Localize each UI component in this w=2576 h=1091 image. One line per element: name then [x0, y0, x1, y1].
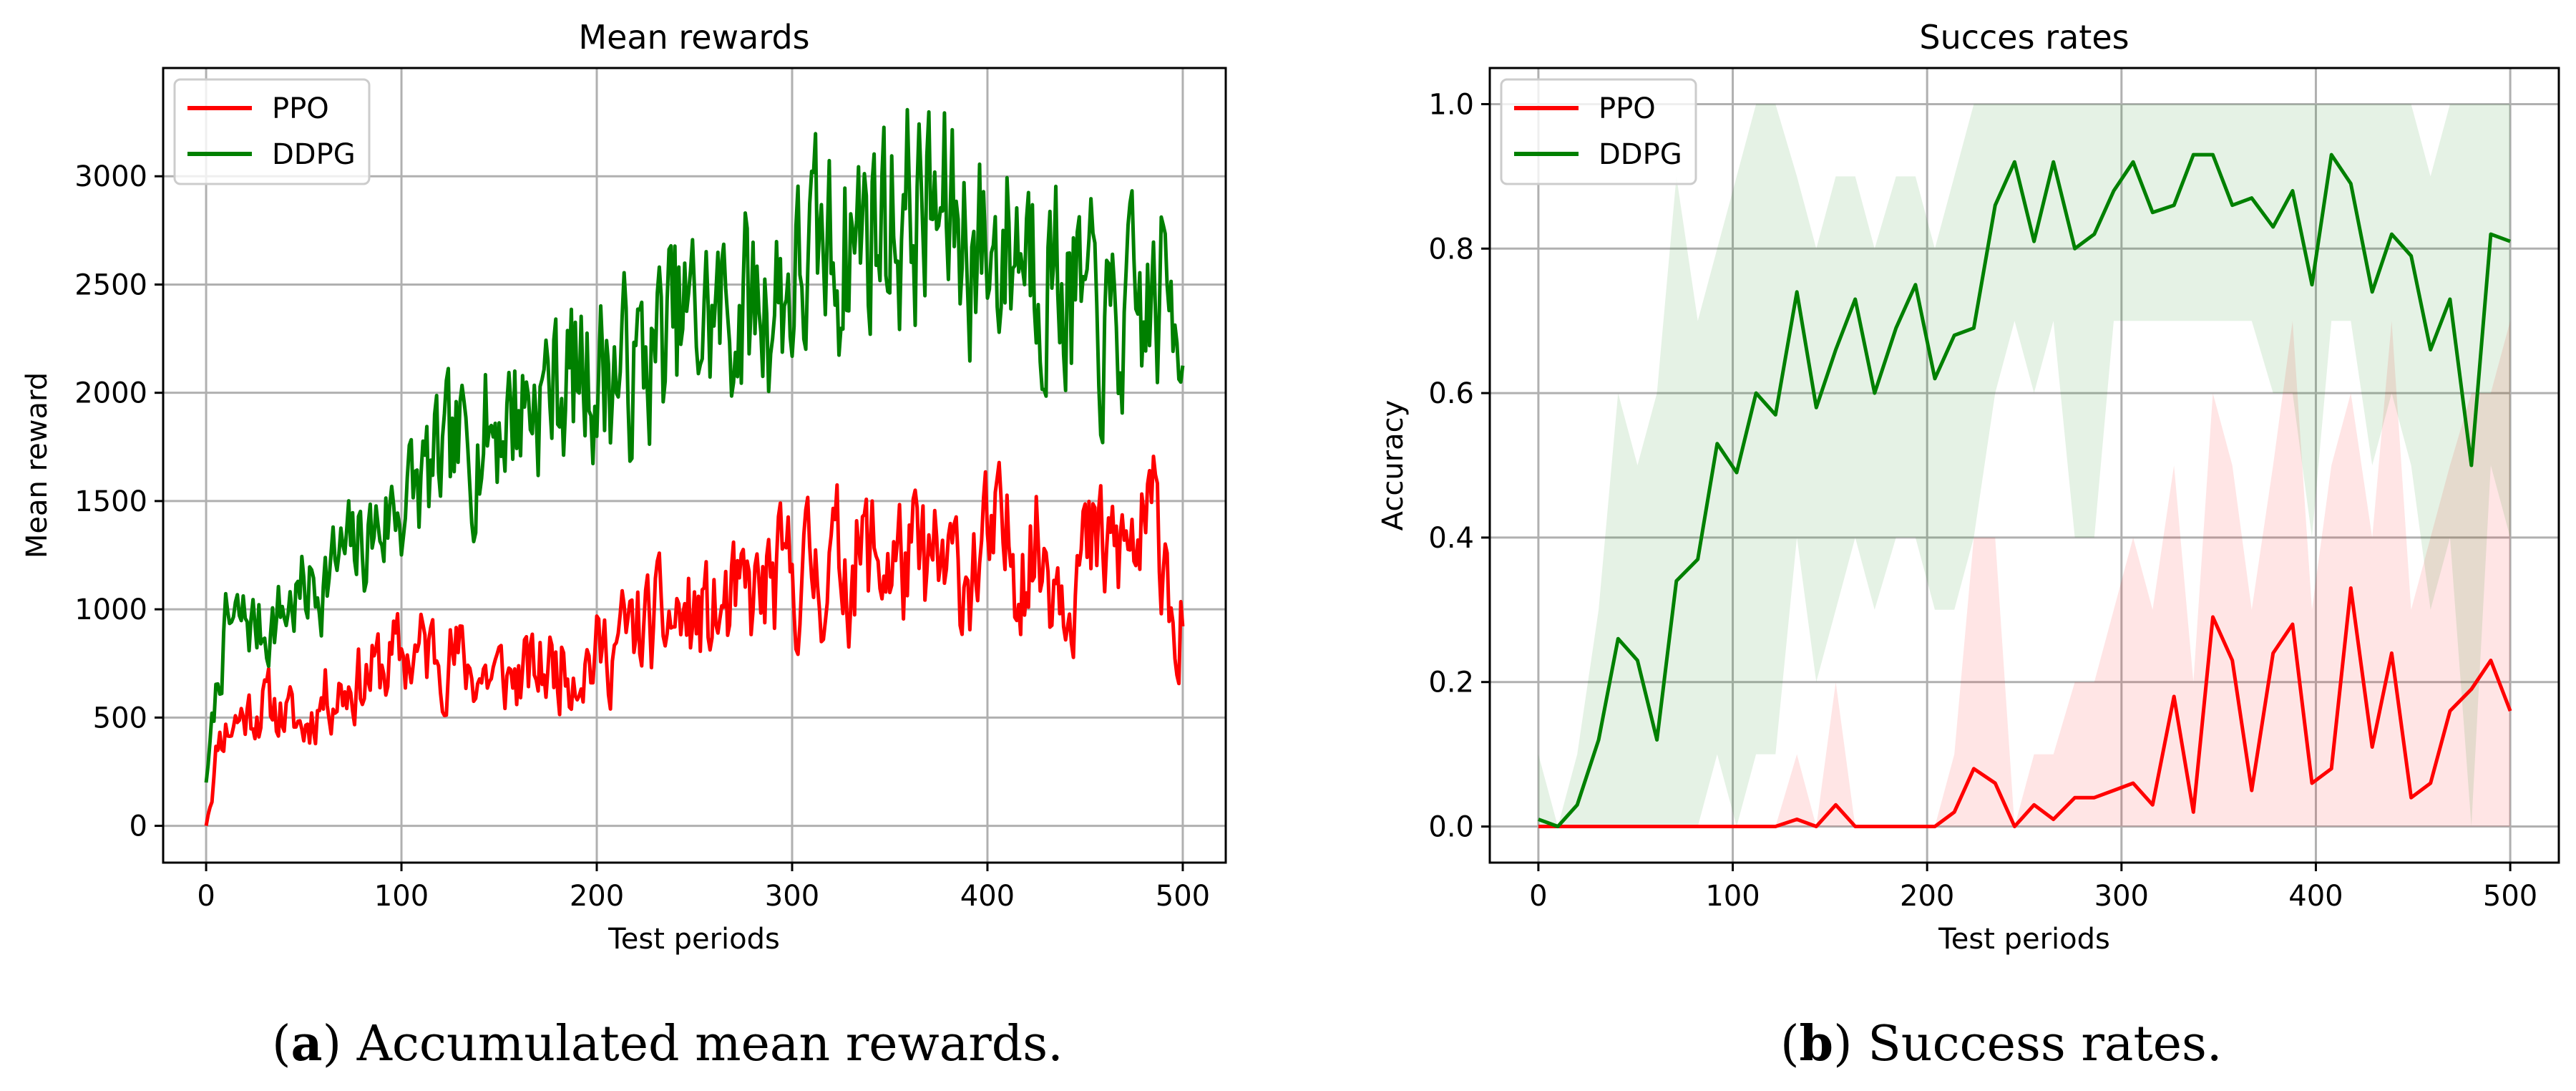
x-tick-label: 300 — [765, 880, 819, 913]
caption-b: (b) Success rates. — [1780, 1015, 2223, 1072]
series-line-ppo — [1538, 586, 2512, 828]
x-axis-label: Test periods — [608, 923, 780, 956]
x-tick-label: 0 — [1529, 880, 1547, 913]
legend-label-ppo: PPO — [1599, 92, 1656, 125]
y-axis-label: Mean reward — [21, 372, 54, 558]
y-tick-label: 0.4 — [1428, 522, 1474, 555]
series-line-ppo — [204, 455, 1185, 827]
caption-a-label: a — [291, 1015, 323, 1072]
series-lines — [204, 107, 1185, 827]
series-line-ddpg — [204, 107, 1185, 783]
caption-a-text: ) Accumulated mean rewards. — [322, 1016, 1063, 1072]
y-tick-label: 0.2 — [1428, 666, 1474, 699]
caption-b-text: ) Success rates. — [1833, 1016, 2223, 1072]
y-tick-label: 3000 — [74, 160, 147, 193]
legend-label-ddpg: DDPG — [272, 138, 356, 171]
y-tick-label: 1.0 — [1428, 88, 1474, 121]
plot-frame — [1488, 67, 2560, 864]
x-tick-label: 200 — [1900, 880, 1954, 913]
legend-box — [173, 78, 371, 185]
x-tick-label: 100 — [1705, 880, 1760, 913]
y-tick-label: 0.6 — [1428, 377, 1474, 410]
series-line-ddpg — [1538, 152, 2511, 828]
confidence-band-ddpg — [1538, 104, 2511, 827]
legend-label-ddpg: DDPG — [1599, 138, 1682, 171]
y-tick-label: 0 — [130, 810, 147, 843]
legend-box — [1500, 78, 1697, 185]
x-tick-label: 500 — [2483, 880, 2537, 913]
mean-rewards-chart: Mean rewards 0 100 200 300 400 500 0 500 1000 150… — [21, 18, 1227, 956]
y-axis-label: Accuracy — [1377, 400, 1410, 531]
success-rates-chart: Succes rates 0 100 200 300 400 500 0.0 0.2 0.4 0.… — [1377, 18, 2560, 956]
y-tick-label: 500 — [93, 702, 147, 734]
y-tick-label: 1000 — [74, 593, 147, 626]
x-tick-label: 400 — [2288, 880, 2343, 913]
y-tick-label: 2500 — [74, 268, 147, 301]
series-lines — [1538, 152, 2512, 828]
y-tick-label: 1500 — [74, 485, 147, 518]
chart-title: Mean rewards — [578, 18, 809, 57]
ticks: 0 100 200 300 400 500 0 500 1000 1500 2000 2500 3000 — [74, 160, 1210, 913]
y-tick-label: 0.0 — [1428, 811, 1474, 844]
x-tick-label: 200 — [570, 880, 624, 913]
legend-label-ppo: PPO — [272, 92, 329, 125]
x-tick-label: 100 — [374, 880, 429, 913]
y-tick-label: 2000 — [74, 377, 147, 410]
x-tick-label: 0 — [197, 880, 215, 913]
x-tick-label: 300 — [2094, 880, 2149, 913]
x-tick-label: 400 — [960, 880, 1015, 913]
x-tick-label: 500 — [1156, 880, 1210, 913]
legend: PPO DDPG — [173, 78, 371, 185]
caption-b-label: b — [1799, 1015, 1834, 1072]
plot-frame — [162, 67, 1227, 864]
caption-a: (a) Accumulated mean rewards. — [272, 1015, 1063, 1072]
y-tick-label: 0.8 — [1428, 233, 1474, 266]
bands — [1538, 104, 2511, 827]
chart-title: Succes rates — [1919, 18, 2129, 57]
legend: PPO DDPG — [1500, 78, 1697, 185]
grid — [163, 68, 1226, 863]
ticks: 0 100 200 300 400 500 0.0 0.2 0.4 0.6 0.8 1.0 — [1428, 88, 2537, 913]
x-axis-label: Test periods — [1938, 923, 2110, 956]
